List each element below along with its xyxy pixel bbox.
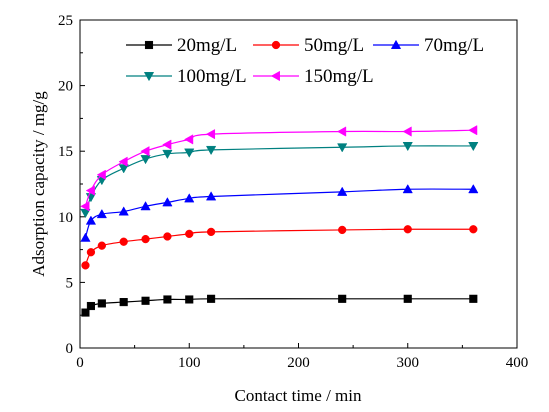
x-tick-label: 400 [506, 355, 529, 371]
x-tick-label: 300 [397, 355, 420, 371]
data-point [97, 299, 106, 308]
y-axis-title: Adsorption capacity / mg/g [29, 91, 48, 277]
y-tick-label: 20 [58, 79, 73, 95]
y-tick-label: 0 [66, 341, 74, 357]
data-point [140, 155, 151, 165]
data-point [206, 227, 216, 237]
legend-marker [271, 40, 281, 50]
data-point [403, 225, 412, 234]
x-tick-label: 100 [178, 355, 201, 371]
data-point [81, 261, 90, 270]
data-point [185, 295, 194, 304]
data-point [141, 296, 150, 305]
data-point [163, 232, 172, 241]
data-point [85, 185, 95, 196]
x-tick-label: 0 [76, 355, 84, 371]
legend-marker [143, 72, 155, 82]
data-point [338, 225, 347, 235]
legend-item: 20mg/L [126, 35, 237, 56]
series-20mg/L [81, 294, 478, 317]
data-point [205, 191, 217, 201]
x-axis: 0 100 200 300 400 [76, 343, 528, 371]
data-point [337, 186, 348, 196]
legend-label: 70mg/L [424, 35, 484, 56]
series-70mg/L [80, 184, 479, 242]
y-tick-label: 15 [58, 144, 73, 160]
data-point [81, 308, 90, 317]
data-point [163, 295, 172, 304]
legend-item: 100mg/L [126, 66, 247, 87]
data-point [207, 294, 216, 303]
legend-label: 20mg/L [177, 35, 237, 56]
series-150mg/L [80, 125, 478, 212]
series-line [84, 228, 474, 266]
data-point [141, 234, 150, 244]
data-point [337, 143, 348, 153]
data-point [162, 197, 173, 207]
data-point [86, 301, 95, 311]
data-point [184, 134, 194, 145]
data-point [85, 215, 97, 225]
data-point [80, 232, 91, 242]
data-point [338, 294, 347, 303]
data-point [119, 298, 128, 307]
data-point [96, 169, 106, 180]
y-tick-label: 5 [66, 275, 74, 291]
y-axis: 0 5 10 15 20 25 [58, 13, 85, 357]
data-point [140, 201, 151, 211]
x-axis-title: Contact time / min [234, 386, 362, 405]
series-line [84, 129, 474, 207]
data-point [469, 294, 478, 303]
data-point [403, 294, 412, 303]
series-50mg/L [81, 225, 478, 270]
series-line [84, 145, 474, 214]
data-point [80, 201, 90, 212]
legend-item: 150mg/L [253, 66, 374, 87]
data-point [140, 146, 150, 157]
legend-label: 100mg/L [177, 66, 247, 87]
legend-marker [390, 39, 402, 49]
legend: 20mg/L 50mg/L 70mg/L 100mg/L 150mg/L [126, 35, 484, 87]
data-point [119, 237, 128, 246]
data-point [118, 206, 129, 216]
legend-item: 50mg/L [253, 35, 364, 56]
data-point [205, 145, 217, 156]
data-point [162, 149, 173, 160]
series-layer [80, 125, 479, 317]
data-point [468, 125, 478, 136]
data-point [336, 126, 347, 137]
y-tick-label: 10 [58, 210, 73, 226]
data-point [468, 142, 479, 152]
data-point [162, 139, 172, 150]
x-tick-label: 200 [287, 355, 310, 371]
data-point [86, 248, 96, 257]
data-point [205, 129, 216, 140]
data-point [402, 142, 413, 152]
data-point [184, 193, 195, 203]
legend-marker [270, 70, 280, 82]
data-point [184, 148, 195, 158]
data-point [97, 241, 106, 250]
data-point [118, 156, 128, 167]
data-point [185, 229, 194, 239]
data-point [468, 184, 479, 194]
data-point [402, 126, 412, 137]
legend-item: 70mg/L [373, 35, 484, 56]
y-tick-label: 25 [58, 13, 73, 29]
legend-label: 50mg/L [304, 35, 364, 56]
legend-label: 150mg/L [304, 66, 374, 87]
series-100mg/L [80, 142, 479, 219]
legend-marker [144, 40, 154, 50]
data-point [469, 225, 478, 234]
data-point [402, 184, 413, 194]
data-point [96, 208, 107, 219]
